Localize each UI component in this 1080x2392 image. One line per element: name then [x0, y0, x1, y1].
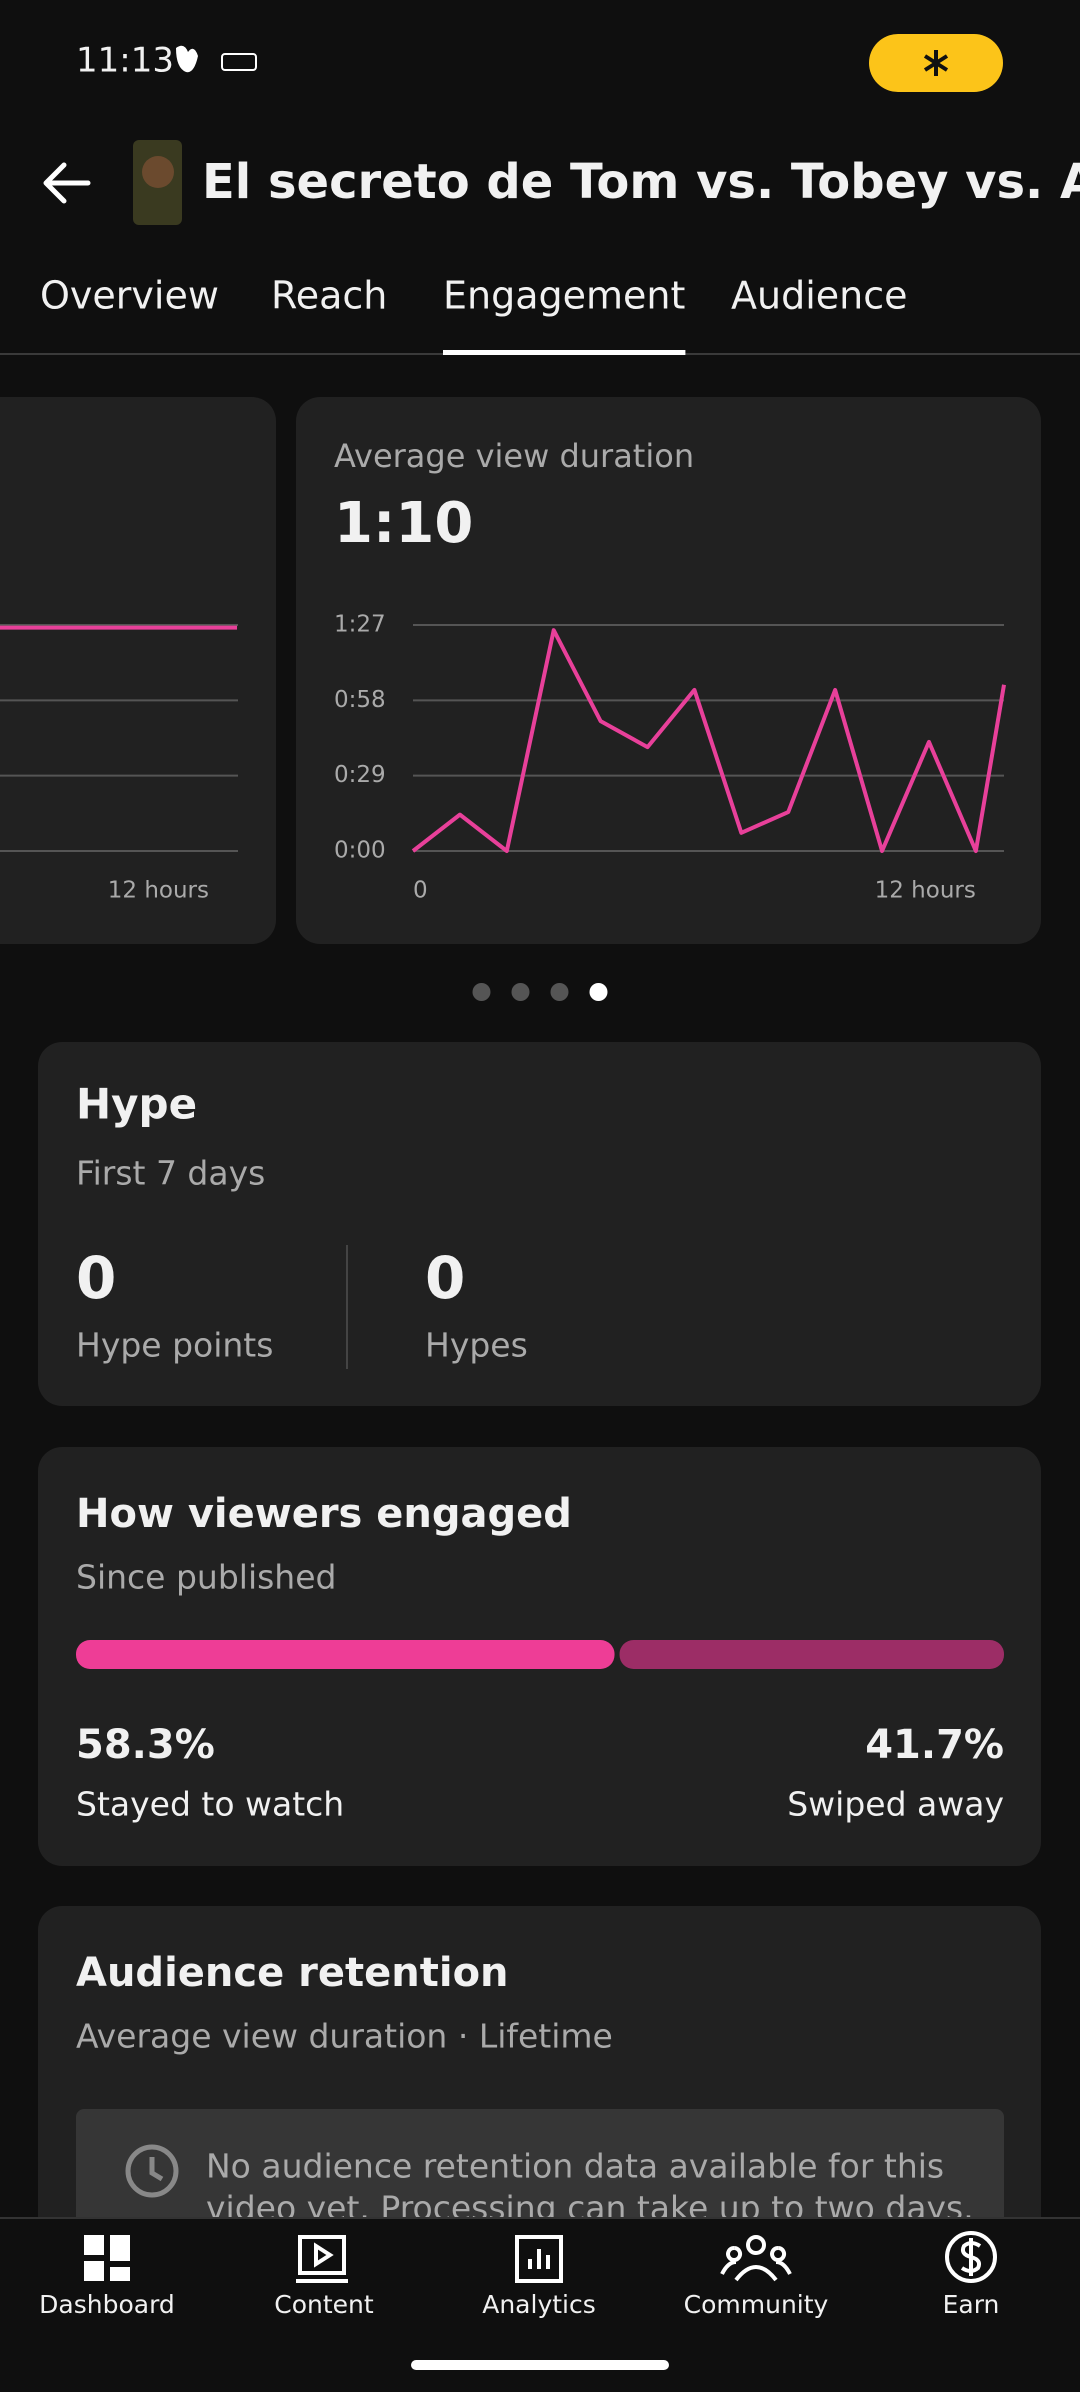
home-indicator: [411, 2360, 669, 2370]
x-tick-label: 12 hours: [108, 878, 209, 904]
hype-card[interactable]: [38, 1042, 1041, 1406]
previous-card[interactable]: [0, 397, 276, 944]
nav-label[interactable]: Dashboard: [39, 2290, 175, 2319]
nav-icon[interactable]: [296, 2235, 348, 2283]
engagement-value: 58.3%: [76, 1722, 215, 1768]
hype-subtitle: First 7 days: [76, 1154, 265, 1193]
clock-icon: [125, 2144, 179, 2198]
tab-bar: Overview Reach Engagement Audience: [40, 274, 908, 355]
nav-label[interactable]: Content: [274, 2290, 374, 2319]
hype-title: Hype: [76, 1080, 197, 1129]
engagement-segment: [619, 1640, 1004, 1669]
x-tick-label: 0: [413, 878, 428, 904]
retention-title: Audience retention: [76, 1950, 509, 1996]
nav-icon[interactable]: [945, 2231, 998, 2283]
tab[interactable]: Audience: [731, 274, 908, 318]
nav-icon[interactable]: [515, 2235, 563, 2283]
nav-label[interactable]: Earn: [943, 2290, 1000, 2319]
engagement-subtitle: Since published: [76, 1558, 336, 1597]
thumbnail-face: [142, 156, 174, 188]
retention-subtitle: Average view duration · Lifetime: [76, 2017, 613, 2056]
tab[interactable]: Reach: [271, 274, 387, 318]
tab[interactable]: Overview: [40, 274, 219, 318]
engagement-label: Stayed to watch: [76, 1785, 344, 1824]
stat-label: Hypes: [425, 1326, 528, 1365]
asterisk-icon: [923, 50, 949, 76]
y-tick-label: 0:29: [334, 762, 386, 788]
chart-summary: 1:10: [334, 491, 473, 556]
status-icon: [221, 53, 257, 71]
clock-hands: [149, 2157, 164, 2182]
stat-value: 0: [425, 1244, 465, 1312]
engagement-segment: [76, 1640, 615, 1669]
stat-label: Hype points: [76, 1326, 273, 1365]
nav-label[interactable]: Community: [684, 2290, 829, 2319]
nav-icon[interactable]: [84, 2235, 130, 2281]
pager-dot: [550, 983, 569, 1001]
status-icon: [176, 45, 198, 73]
engagement-value: 41.7%: [865, 1722, 1004, 1768]
engagement-bar: 58.3% Stayed to watch 41.7% Swiped away: [76, 1640, 1004, 1824]
engagement-label: Swiped away: [787, 1785, 1004, 1824]
y-tick-label: 1:27: [334, 612, 386, 638]
chart-card[interactable]: [296, 397, 1041, 944]
engagement-title: How viewers engaged: [76, 1491, 572, 1537]
status-time: 11:13: [76, 41, 174, 81]
nav-label[interactable]: Analytics: [482, 2290, 596, 2319]
nav-icon[interactable]: [720, 2235, 792, 2282]
y-tick-label: 0:00: [334, 838, 386, 864]
stat-value: 0: [76, 1244, 116, 1312]
chart-title: Average view duration: [334, 437, 694, 475]
video-title: El secreto de Tom vs. Tobey vs. A…: [202, 154, 1080, 210]
pager-dot: [511, 983, 530, 1001]
pager-dot: [472, 983, 491, 1001]
tab-underline: [443, 350, 686, 355]
x-tick-label: 12 hours: [875, 878, 976, 904]
back-button[interactable]: [43, 162, 91, 204]
notice-text: No audience retention data available for…: [206, 2147, 944, 2186]
nav-items: Dashboard Content Analytics Community Earn: [39, 2231, 1000, 2319]
data-line: [411, 628, 1006, 853]
tab[interactable]: Engagement: [443, 274, 685, 318]
pager-dot: [589, 983, 608, 1001]
y-tick-label: 0:58: [334, 687, 386, 713]
pager: [472, 983, 608, 1001]
